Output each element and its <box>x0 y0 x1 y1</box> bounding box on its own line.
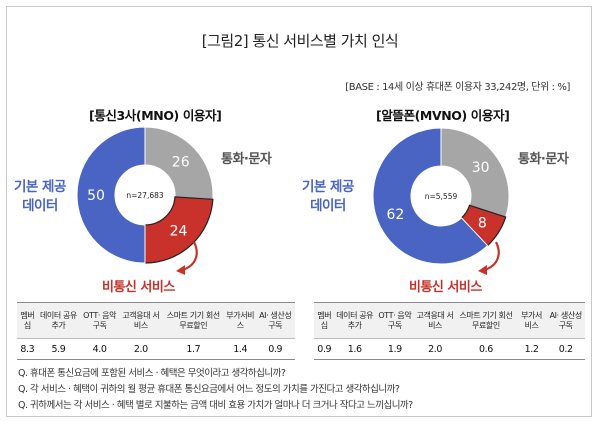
mno-panel-title: [통신3사(MNO) 이용자] <box>89 108 222 123</box>
mno-value-cell: 1.4 <box>225 338 256 360</box>
mvno-slice-value-0: 30 <box>472 160 490 176</box>
mvno-header-cell: AI· 생산성 구독 <box>546 302 585 339</box>
mno-header-cell: OTT· 음악 구독 <box>79 302 121 339</box>
mvno-center-label: n=5,559 <box>425 192 458 201</box>
mno-table-header-row: 멤버십 데이터 공유추가 OTT· 음악 구독 고객응대 서비스 스마트 기기 … <box>17 302 295 339</box>
mvno-value-cell: 0.2 <box>546 338 585 360</box>
mvno-slice-value-2: 62 <box>387 207 405 223</box>
mno-data-annotation-line1: 기본 제공 <box>14 179 66 195</box>
mvno-value-cell: 1.9 <box>374 338 415 360</box>
mvno-table-value-row: 0.9 1.6 1.9 2.0 0.6 1.2 0.2 <box>314 338 585 360</box>
mvno-arrow-icon <box>478 241 500 275</box>
mno-slice-1 <box>144 196 214 264</box>
question-1: Q. 휴대폰 통신요금에 포함된 서비스 · 혜택은 무엇이라고 생각하십니까? <box>18 368 286 379</box>
mvno-header-cell: 고객응대 서비스 <box>414 302 456 339</box>
mno-data-annotation-line2: 데이터 <box>22 198 58 214</box>
mno-nontelecom-annotation: 비통신 서비스 <box>102 280 175 295</box>
mno-value-cell: 2.0 <box>120 338 162 360</box>
mno-value-table: 멤버십 데이터 공유추가 OTT· 음악 구독 고객응대 서비스 스마트 기기 … <box>17 302 295 360</box>
mvno-value-cell: 0.6 <box>455 338 517 360</box>
mvno-slice-2 <box>372 127 489 265</box>
mvno-call-annotation: 통화·문자 <box>518 152 569 167</box>
mvno-value-cell: 0.9 <box>314 338 335 360</box>
figure-title: [그림2] 통신 서비스별 가치 인식 <box>201 32 399 50</box>
mno-value-cell: 8.3 <box>17 338 38 360</box>
mvno-value-cell: 1.2 <box>516 338 547 360</box>
question-3: Q. 귀하께서는 각 서비스 · 혜택 별로 지불하는 금액 대비 효용 가치가… <box>18 400 413 411</box>
mno-value-cell: 1.7 <box>161 338 226 360</box>
mvno-table-header-row: 멤버십 데이터 공유추가 OTT· 음악 구독 고객응대 서비스 스마트 기기 … <box>314 302 585 339</box>
mno-header-cell: 고객응대 서비스 <box>120 302 162 339</box>
mno-slice-value-2: 50 <box>87 188 105 204</box>
mno-header-cell: 부가서비스 <box>225 302 256 339</box>
mno-slice-0 <box>144 126 214 200</box>
mvno-data-annotation-line1: 기본 제공 <box>302 179 354 195</box>
mvno-panel-title: [알뜰폰(MVNO) 이용자] <box>376 108 510 123</box>
mno-header-cell: 스마트 기기 회선 무료할인 <box>161 302 226 339</box>
mvno-header-cell: 스마트 기기 회선 무료할인 <box>455 302 517 339</box>
mno-arrow-icon <box>176 241 198 275</box>
mvno-donut-chart: 30 8 62 n=5,559 <box>372 127 510 265</box>
mno-donut-chart: 26 24 50 n=27,683 <box>76 126 214 264</box>
mno-call-annotation: 통화·문자 <box>221 152 272 167</box>
mno-value-cell: 4.0 <box>79 338 121 360</box>
mno-data-annotation: 기본 제공 데이터 <box>14 178 66 216</box>
mvno-nontelecom-annotation: 비통신 서비스 <box>409 280 482 295</box>
mno-slice-2 <box>76 126 146 264</box>
question-2: Q. 각 서비스 · 혜택이 귀하의 월 평균 휴대폰 통신요금에서 어느 정도… <box>18 384 400 395</box>
mvno-data-annotation-line2: 데이터 <box>310 198 346 214</box>
mvno-header-cell: OTT· 음악 구독 <box>374 302 415 339</box>
mno-value-cell: 0.9 <box>255 338 295 360</box>
mvno-value-cell: 2.0 <box>414 338 456 360</box>
mno-value-cell: 5.9 <box>37 338 80 360</box>
mvno-data-annotation: 기본 제공 데이터 <box>302 178 354 216</box>
mno-header-cell: 멤버십 <box>17 302 38 339</box>
mvno-header-cell: 데이터 공유추가 <box>334 302 375 339</box>
mno-header-cell: 데이터 공유추가 <box>37 302 80 339</box>
mno-table-value-row: 8.3 5.9 4.0 2.0 1.7 1.4 0.9 <box>17 338 295 360</box>
mvno-value-cell: 1.6 <box>334 338 375 360</box>
mno-slice-value-0: 26 <box>172 154 190 170</box>
mvno-slice-0 <box>440 127 510 218</box>
mno-slice-value-1: 24 <box>170 224 188 240</box>
base-note: [BASE : 14세 이상 휴대폰 이용자 33,242명, 단위 : %] <box>345 82 570 93</box>
mno-center-label: n=27,683 <box>126 191 164 200</box>
mvno-header-cell: 부가서비스 <box>516 302 547 339</box>
mvno-value-table: 멤버십 데이터 공유추가 OTT· 음악 구독 고객응대 서비스 스마트 기기 … <box>314 302 585 360</box>
mno-header-cell: AI· 생산성 구독 <box>255 302 295 339</box>
mvno-slice-value-1: 8 <box>478 215 487 231</box>
mvno-header-cell: 멤버십 <box>314 302 335 339</box>
